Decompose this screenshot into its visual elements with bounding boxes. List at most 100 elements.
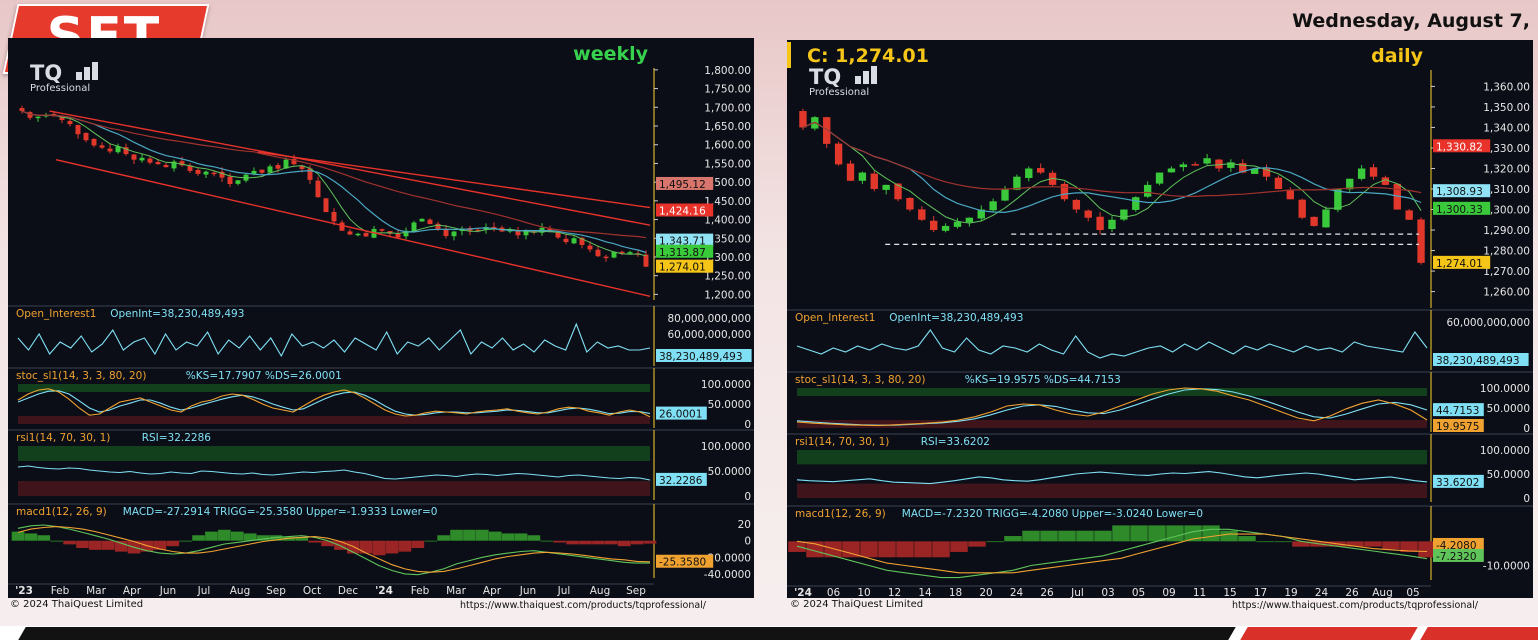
macd-histogram-bar [411, 540, 425, 549]
macd-histogram-bar [424, 540, 438, 542]
candle-body [1048, 172, 1057, 185]
candle-body [115, 146, 121, 153]
price-tick-label: 1,290.00 [1483, 225, 1530, 237]
candle-body [977, 209, 985, 219]
macd-histogram-bar [1238, 536, 1256, 542]
open-interest-badge-bg [1433, 353, 1529, 366]
trend-channel-line [49, 110, 651, 226]
stochastic-tick-label: 100.0000 [1480, 383, 1530, 395]
time-tick-label: 20 [979, 587, 992, 598]
candle-body [355, 233, 361, 236]
macd-histogram-bar [617, 540, 631, 547]
macd-histogram-bar [450, 529, 463, 541]
candle-body [75, 125, 81, 135]
macd-histogram-bar [1202, 525, 1220, 542]
candle-body [643, 254, 649, 267]
macd-histogram-bar [860, 541, 878, 558]
macd-histogram-bar [437, 535, 450, 541]
rsi-badge: 32.2286 [659, 475, 703, 487]
candle-body [1001, 189, 1009, 201]
candle-body [283, 159, 289, 169]
time-tick-label: Apr [483, 585, 502, 597]
time-tick-label: 11 [1193, 587, 1206, 598]
stochastic-tick-label: 0 [744, 419, 751, 431]
stochastic-tick-label: 100.0000 [701, 379, 751, 391]
logo-bar-icon [871, 66, 877, 84]
candle-body [139, 157, 145, 161]
time-tick-label: Jun [159, 585, 176, 597]
candle-body [1203, 158, 1211, 164]
macd-histogram-bar [968, 541, 986, 547]
macd-histogram-bar [1058, 530, 1076, 542]
macd-histogram-bar [1400, 541, 1418, 552]
candle-body [315, 180, 321, 198]
macd-value: MACD=-7.2320 TRIGG=-4.2080 Upper=-3.0240… [902, 508, 1203, 520]
open-interest-value: OpenInt=38,230,489,493 [110, 308, 244, 320]
time-tick-label: Aug [1372, 587, 1393, 598]
weekly-copyright: © 2024 ThaiQuest Limited [10, 599, 144, 610]
candle-body [331, 211, 337, 222]
rsi-label: rsi1(14, 70, 30, 1) [795, 436, 889, 448]
candle-body [1215, 159, 1223, 169]
daily-chart-panel: C: 1,274.01 daily TQ Professional 1,360.00 1,… [787, 40, 1533, 599]
stochastic-ks-badge-bg [1433, 419, 1484, 432]
macd-histogram-bar [1256, 541, 1274, 543]
time-tick-label: Feb [411, 585, 430, 597]
rsi-overbought-zone [797, 450, 1427, 465]
macd-histogram-bar [488, 531, 502, 541]
macd-label: macd1(12, 26, 9) [16, 506, 107, 518]
price-tick-label: 1,250.00 [704, 271, 751, 283]
macd-histogram-bar [230, 531, 244, 541]
rsi-line [796, 471, 1428, 485]
macd-tick-label: -20.0000 [704, 552, 751, 564]
candle-body [251, 170, 257, 175]
rsi-tick-label: 100.0000 [701, 441, 751, 453]
macd-histogram-bar [256, 535, 270, 541]
macd-histogram-bar [950, 541, 968, 552]
candle-body [155, 161, 161, 165]
timeframe-title: daily [1371, 45, 1423, 67]
rsi-oversold-zone [18, 481, 650, 496]
candle-body [491, 226, 497, 229]
macd-histogram-bar [1148, 525, 1166, 542]
candle-body [918, 209, 926, 220]
macd-histogram-bar [1022, 530, 1040, 542]
logo-bar-icon [76, 72, 82, 80]
macd-value: MACD=-27.2914 TRIGG=-25.3580 Upper=-1.93… [123, 506, 438, 518]
price-badge: 1,300.33 [1436, 204, 1483, 216]
time-tick-label: 26 [1040, 587, 1054, 598]
tq-logo-icon: TQ [809, 65, 841, 89]
tq-logo-subtitle: Professional [809, 87, 869, 98]
stochastic-ds-line [17, 390, 651, 416]
candle-body [379, 229, 385, 231]
candle-body [323, 198, 329, 213]
rsi-label: rsi1(14, 70, 30, 1) [16, 432, 110, 444]
macd-histogram-bar [932, 541, 950, 558]
time-tick-label: Jun [519, 585, 536, 597]
candle-body [195, 169, 201, 174]
candle-body [275, 165, 281, 169]
stochastic-ks-line [17, 388, 651, 418]
macd-tick-label: 0 [744, 536, 751, 548]
logo-bar-icon [84, 67, 90, 80]
candle-body [989, 201, 997, 211]
rsi-oversold-zone [797, 483, 1427, 498]
time-tick-label: 26 [1345, 587, 1359, 598]
macd-line [17, 524, 650, 576]
time-tick-label: '24 [794, 587, 812, 598]
macd-histogram-bar [896, 541, 914, 558]
open-interest-badge-bg [656, 349, 752, 362]
price-badge: 1,274.01 [659, 262, 706, 274]
ma-fast-line [802, 121, 1422, 224]
macd-histogram-bar [476, 529, 489, 541]
macd-histogram-bar [89, 540, 102, 550]
candle-body [1108, 219, 1116, 230]
macd-histogram-bar [1220, 530, 1238, 542]
daily-source-url: https://www.thaiquest.com/products/tqpro… [1232, 600, 1479, 611]
candle-body [523, 231, 529, 236]
candle-body [579, 237, 585, 245]
candle-body [1381, 177, 1390, 185]
candle-body [1334, 189, 1342, 210]
macd-histogram-bar [1364, 541, 1382, 547]
macd-histogram-bar [76, 540, 89, 549]
